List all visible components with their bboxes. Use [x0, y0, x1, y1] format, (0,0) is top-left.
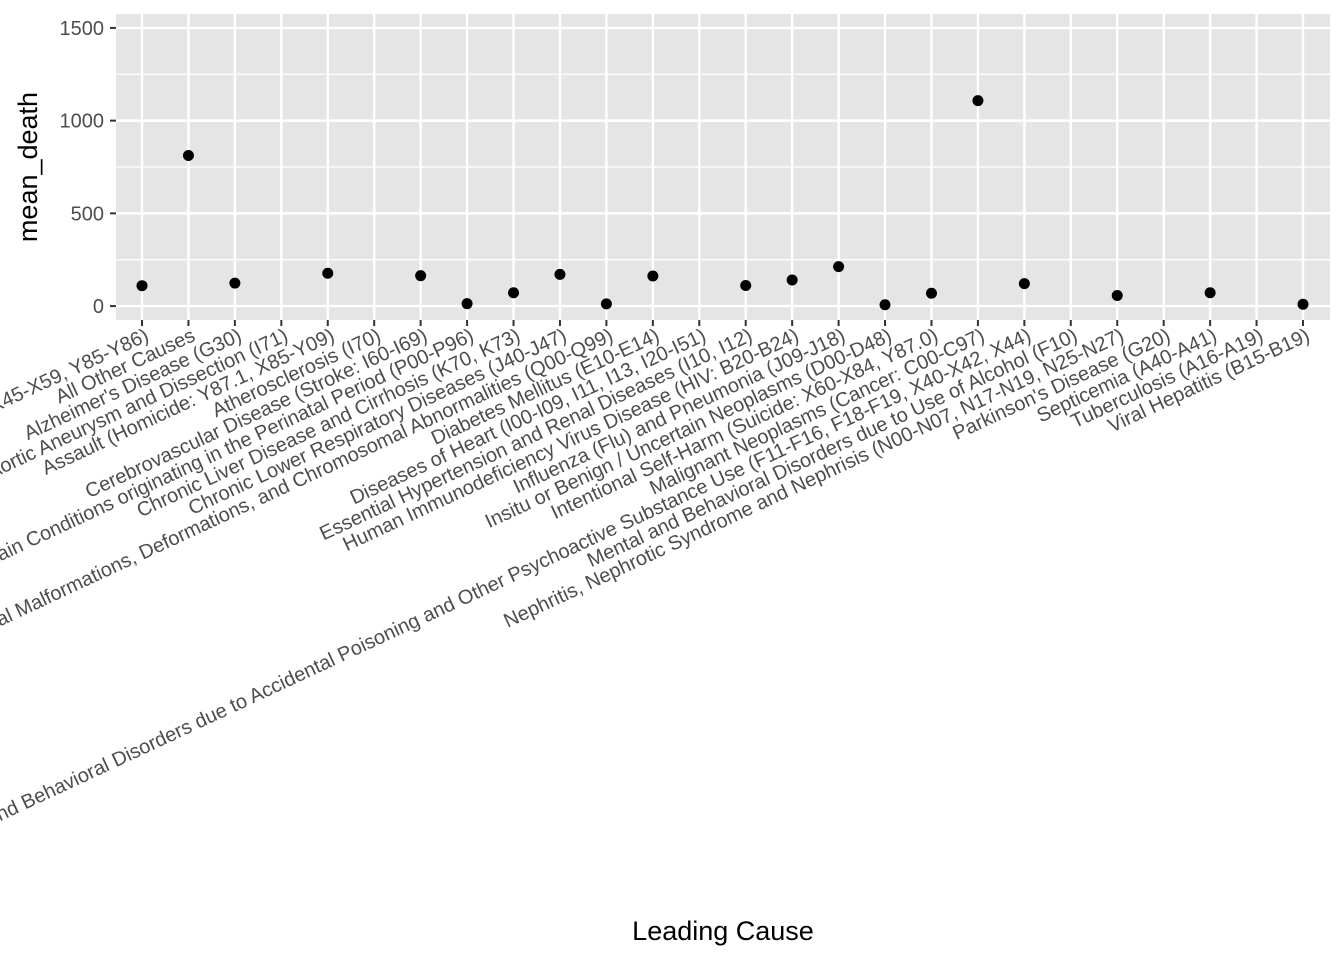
grid-major	[116, 14, 1330, 320]
x-axis-ticks	[141, 320, 1304, 326]
data-point	[136, 280, 148, 292]
data-point	[1204, 287, 1216, 299]
data-point	[554, 268, 566, 280]
data-point	[461, 298, 473, 310]
data-point	[972, 95, 984, 107]
data-point	[322, 267, 334, 279]
data-point	[229, 277, 241, 289]
y-axis-ticks: 0 500 1000 1500	[60, 18, 116, 318]
data-point	[508, 287, 520, 299]
x-axis-title: Leading Cause	[632, 916, 814, 946]
data-point	[1111, 290, 1123, 302]
data-point	[879, 299, 891, 311]
y-axis-title: mean_death	[13, 92, 43, 242]
data-point	[740, 280, 752, 292]
data-point	[786, 274, 798, 286]
data-point	[182, 150, 194, 162]
grid-minor	[116, 73, 1330, 261]
y-tick-label: 1500	[60, 18, 105, 40]
data-point	[1018, 278, 1030, 290]
data-points	[136, 95, 1309, 311]
x-axis-tick-labels: Accidents Except Drug Posioning (V01-X39…	[0, 325, 1313, 859]
data-point	[600, 298, 612, 310]
data-point	[833, 261, 845, 273]
y-tick-label: 1000	[60, 111, 105, 133]
data-point	[647, 270, 659, 282]
data-point	[1297, 298, 1309, 310]
y-tick-label: 0	[93, 296, 104, 318]
data-point	[925, 287, 937, 299]
data-point	[415, 270, 427, 282]
y-tick-label: 500	[71, 203, 104, 225]
